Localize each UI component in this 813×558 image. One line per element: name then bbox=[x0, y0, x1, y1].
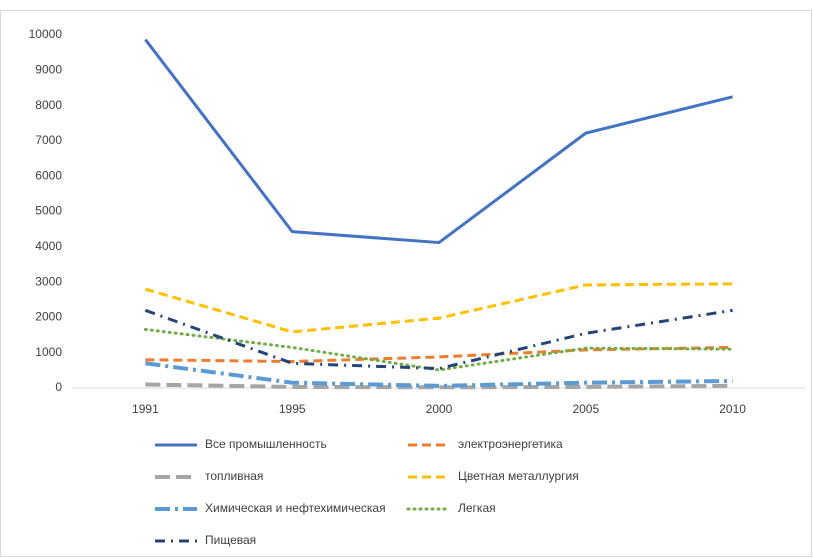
y-tick-label: 4000 bbox=[35, 239, 62, 253]
legend-label: Все промышленность bbox=[205, 437, 327, 451]
y-tick-label: 6000 bbox=[35, 168, 62, 182]
y-tick-label: 3000 bbox=[35, 274, 62, 288]
series-line bbox=[143, 327, 735, 372]
y-tick-label: 5000 bbox=[35, 204, 62, 218]
y-tick-label: 8000 bbox=[35, 98, 62, 112]
x-tick-label: 2000 bbox=[426, 402, 453, 416]
legend-label: топливная bbox=[205, 469, 263, 483]
x-tick-label: 1991 bbox=[132, 402, 159, 416]
y-tick-label: 0 bbox=[55, 380, 62, 394]
series-line bbox=[144, 38, 733, 245]
legend-label: Легкая bbox=[458, 501, 496, 515]
y-tick-label: 7000 bbox=[35, 133, 62, 147]
y-tick-label: 10000 bbox=[29, 27, 63, 41]
x-tick-label: 1995 bbox=[279, 402, 306, 416]
series-line bbox=[145, 382, 733, 390]
y-tick-label: 1000 bbox=[35, 345, 62, 359]
series-line bbox=[145, 361, 733, 388]
legend-label: электроэнергетика bbox=[458, 437, 563, 451]
y-tick-label: 9000 bbox=[35, 62, 62, 76]
legend-label: Пищевая bbox=[205, 533, 256, 547]
legend-label: Химическая и нефтехимическая bbox=[205, 501, 386, 515]
legend-label: Цветная металлургия bbox=[458, 469, 579, 483]
y-tick-label: 2000 bbox=[35, 310, 62, 324]
x-tick-label: 2010 bbox=[719, 402, 746, 416]
chart-frame bbox=[0, 10, 812, 557]
series-line bbox=[144, 282, 733, 334]
series-line bbox=[144, 308, 733, 371]
x-tick-label: 2005 bbox=[572, 402, 599, 416]
